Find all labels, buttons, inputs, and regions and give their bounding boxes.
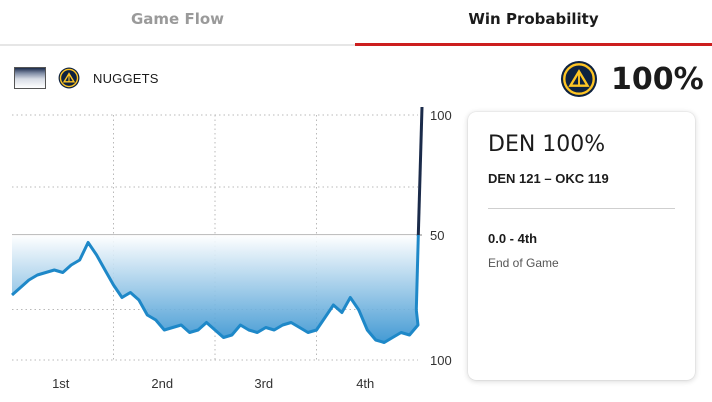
series-line-final-spike	[416, 106, 424, 236]
win-probability-chart: 100 50 100 1st 2nd 3rd 4th	[0, 100, 470, 402]
game-status: End of Game	[488, 256, 559, 270]
tab-bar: Game Flow Win Probability	[0, 0, 712, 46]
chart-legend: NUGGETS	[14, 64, 159, 92]
y-tick-label: 100	[430, 108, 452, 123]
x-tick-label: 1st	[52, 376, 70, 391]
win-probability-percent: 100%	[611, 61, 704, 97]
game-clock: 0.0 - 4th	[488, 231, 538, 246]
y-tick-label: 100	[430, 353, 452, 368]
nuggets-logo-icon	[58, 67, 80, 89]
tab-game-flow[interactable]: Game Flow	[0, 0, 355, 46]
nuggets-logo-icon	[560, 60, 598, 98]
y-tick-label: 50	[430, 228, 444, 243]
win-probability-summary: 100%	[560, 60, 704, 98]
team-label: NUGGETS	[93, 70, 159, 86]
final-score: DEN 121 – OKC 119	[488, 171, 609, 186]
divider	[488, 208, 675, 209]
x-tick-label: 4th	[356, 376, 374, 391]
x-tick-label: 2nd	[151, 376, 173, 391]
tab-win-probability[interactable]: Win Probability	[355, 0, 712, 46]
game-status-card: DEN 100% DEN 121 – OKC 119 0.0 - 4th End…	[468, 112, 695, 380]
series-line-final-rise	[414, 234, 420, 311]
x-tick-label: 3rd	[254, 376, 273, 391]
series-line-nuggets	[11, 241, 420, 344]
win-probability-area	[12, 235, 418, 343]
chart-svg: 100 50 100 1st 2nd 3rd 4th	[11, 106, 452, 391]
card-title: DEN 100%	[488, 132, 606, 157]
team-color-swatch	[14, 67, 46, 89]
